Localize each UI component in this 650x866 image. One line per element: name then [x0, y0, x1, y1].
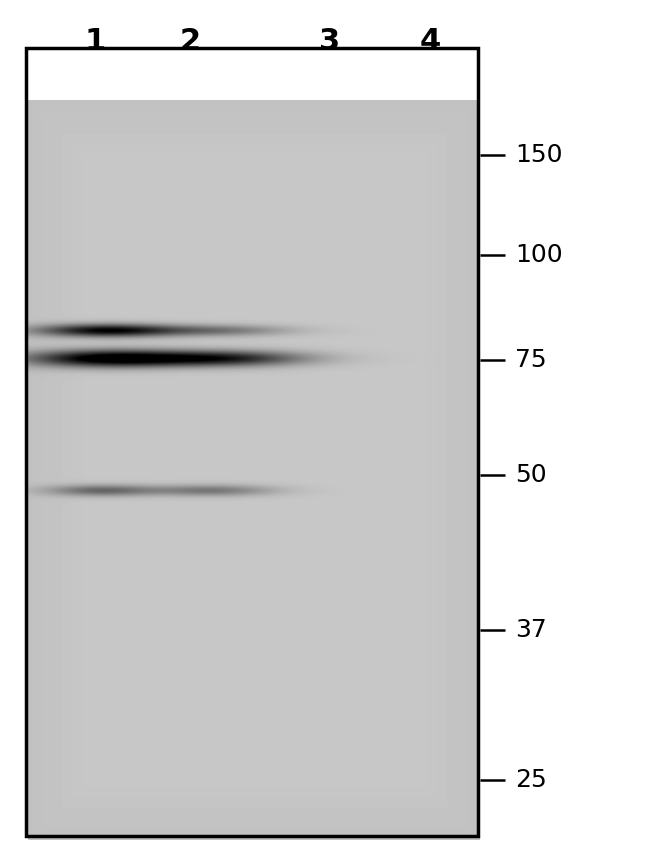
- Text: 3: 3: [319, 28, 341, 56]
- Text: 150: 150: [515, 143, 562, 167]
- Bar: [26, 48, 478, 836]
- Text: 25: 25: [515, 768, 547, 792]
- Text: 37: 37: [515, 618, 547, 642]
- Text: 4: 4: [419, 28, 441, 56]
- Text: 1: 1: [84, 28, 105, 56]
- Text: 2: 2: [179, 28, 201, 56]
- Text: 50: 50: [515, 463, 547, 487]
- Text: 100: 100: [515, 243, 563, 267]
- Text: 75: 75: [515, 348, 547, 372]
